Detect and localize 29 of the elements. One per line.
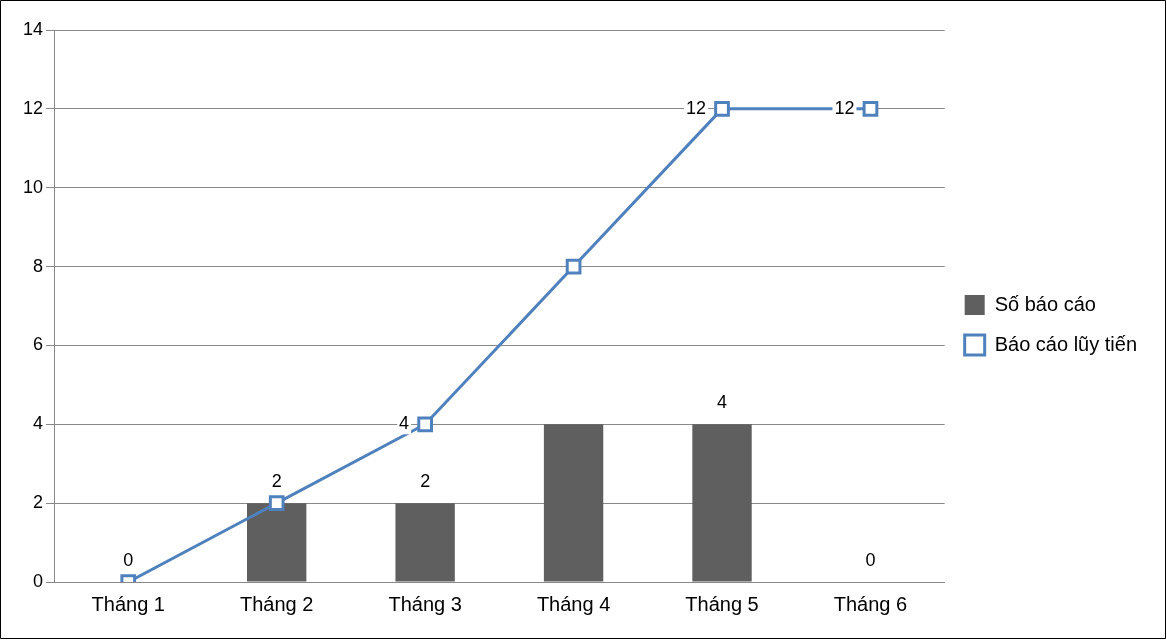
point <box>268 495 285 512</box>
x-tick-label: Tháng 6 <box>833 592 908 615</box>
data-label: 4 <box>717 392 728 413</box>
x-tick-label: Tháng 1 <box>91 592 165 615</box>
x-tick-label: Tháng 3 <box>388 592 462 615</box>
data-label: 12 <box>834 97 855 118</box>
data-label: 0 <box>865 549 876 570</box>
legend-label: Báo cáo lũy tiến <box>994 332 1138 355</box>
legend-label: Số báo cáo <box>994 292 1096 315</box>
data-label: 12 <box>685 97 707 118</box>
y-tick-label: 0 <box>33 570 44 591</box>
point <box>565 258 582 275</box>
y-tick-label: 6 <box>33 334 44 355</box>
y-tick-label: 12 <box>22 97 44 118</box>
point <box>862 100 879 117</box>
y-tick-label: 2 <box>33 492 44 513</box>
x-tick-label: Tháng 2 <box>239 592 314 615</box>
data-label: 0 <box>123 549 134 570</box>
y-tick-label: 4 <box>33 413 44 434</box>
data-label: 2 <box>271 471 282 492</box>
data-label: 4 <box>399 413 410 434</box>
point <box>417 416 433 433</box>
y-tick-label: 10 <box>22 176 44 197</box>
x-tick-label: Tháng 4 <box>536 592 611 615</box>
y-tick-label: 8 <box>33 255 44 276</box>
y-tick-label: 14 <box>22 18 44 39</box>
data-label: 2 <box>420 471 431 492</box>
point <box>714 100 730 117</box>
x-tick-label: Tháng 5 <box>685 592 759 615</box>
